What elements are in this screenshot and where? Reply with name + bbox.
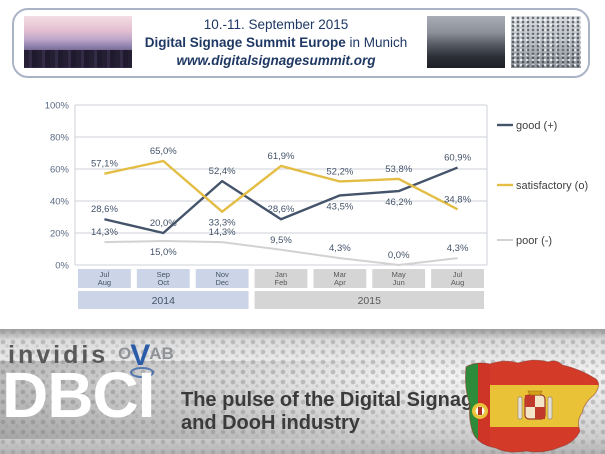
event-title: Digital Signage Summit Europe in Munich bbox=[144, 35, 408, 50]
svg-text:65,0%: 65,0% bbox=[150, 146, 177, 157]
svg-text:Sep: Sep bbox=[157, 270, 170, 279]
svg-text:satisfactory (o): satisfactory (o) bbox=[516, 180, 588, 192]
banner-shade bbox=[0, 361, 480, 439]
svg-text:14,3%: 14,3% bbox=[91, 227, 118, 238]
svg-text:28,6%: 28,6% bbox=[268, 204, 295, 215]
svg-text:Dec: Dec bbox=[215, 278, 229, 287]
svg-text:poor (-): poor (-) bbox=[516, 235, 552, 247]
svg-text:Nov: Nov bbox=[215, 270, 229, 279]
svg-text:Feb: Feb bbox=[275, 278, 288, 287]
svg-text:9,5%: 9,5% bbox=[270, 235, 292, 246]
tradeshow-crowd-photo bbox=[511, 16, 581, 68]
svg-text:28,6%: 28,6% bbox=[91, 204, 118, 215]
conference-panel-photo bbox=[427, 16, 505, 68]
svg-text:52,2%: 52,2% bbox=[326, 166, 353, 177]
legend-item: satisfactory (o) bbox=[497, 180, 588, 192]
data-labels: 28,6% 20,0% 52,4% 28,6% 43,5% 46,2% 60,9% bbox=[91, 153, 472, 229]
svg-text:15,0%: 15,0% bbox=[150, 247, 177, 258]
svg-text:43,5%: 43,5% bbox=[326, 201, 353, 212]
svg-text:34,8%: 34,8% bbox=[444, 194, 471, 205]
svg-text:Jul: Jul bbox=[453, 270, 463, 279]
svg-text:0%: 0% bbox=[55, 261, 69, 272]
series-satisfactory-o- bbox=[104, 159, 459, 213]
chart-svg: 0% 20% 40% 60% 80% 100% 28,6% 20,0% 52,4% 28,6% 43… bbox=[45, 101, 588, 309]
svg-text:Oct: Oct bbox=[157, 278, 170, 287]
banner-tagline: The pulse of the Digital Signage and Doo… bbox=[181, 389, 485, 434]
header-text: 10.-11. September 2015 Digital Signage S… bbox=[144, 16, 408, 70]
svg-text:Aug: Aug bbox=[451, 278, 464, 287]
event-url[interactable]: www.digitalsignagesummit.org bbox=[176, 53, 376, 68]
data-labels: 57,1% 65,0% 33,3% 61,9% 52,2% 53,8% 34,8% bbox=[91, 146, 472, 229]
legend-item: good (+) bbox=[497, 120, 557, 132]
svg-text:14,3%: 14,3% bbox=[209, 227, 236, 238]
invidis-logo: invidis bbox=[8, 341, 109, 369]
svg-text:Jul: Jul bbox=[100, 270, 110, 279]
svg-text:33,3%: 33,3% bbox=[209, 218, 236, 229]
svg-text:0,0%: 0,0% bbox=[388, 250, 410, 261]
svg-text:2014: 2014 bbox=[152, 295, 176, 307]
svg-text:40%: 40% bbox=[50, 197, 70, 208]
svg-text:61,9%: 61,9% bbox=[268, 151, 295, 162]
svg-text:20,0%: 20,0% bbox=[150, 218, 177, 229]
svg-text:Mar: Mar bbox=[333, 270, 346, 279]
legend-item: poor (-) bbox=[497, 235, 552, 247]
svg-text:Aug: Aug bbox=[98, 278, 111, 287]
ovab-logo: OVAB bbox=[118, 339, 174, 372]
svg-text:Apr: Apr bbox=[334, 278, 346, 287]
svg-text:4,3%: 4,3% bbox=[329, 243, 351, 254]
svg-text:80%: 80% bbox=[50, 133, 70, 144]
ovab-ellipse-icon bbox=[130, 367, 154, 378]
series-poor- bbox=[104, 240, 458, 266]
dbci-footer-banner: invidis OVAB DBCI The pulse of the Digit… bbox=[0, 329, 605, 454]
data-labels: 14,3% 15,0% 14,3% 9,5% 4,3% 0,0% 4,3% bbox=[91, 227, 469, 261]
svg-text:2015: 2015 bbox=[358, 295, 382, 307]
svg-text:52,4%: 52,4% bbox=[209, 166, 236, 177]
svg-text:60,9%: 60,9% bbox=[444, 153, 471, 164]
svg-text:May: May bbox=[392, 270, 406, 279]
svg-text:53,8%: 53,8% bbox=[385, 164, 412, 175]
svg-text:Jan: Jan bbox=[275, 270, 287, 279]
svg-text:60%: 60% bbox=[50, 165, 70, 176]
dbci-line-chart: 0% 20% 40% 60% 80% 100% 28,6% 20,0% 52,4% 28,6% 43… bbox=[0, 90, 605, 318]
munich-skyline-photo bbox=[24, 16, 132, 68]
iberia-flag-map bbox=[465, 359, 600, 453]
svg-text:4,3%: 4,3% bbox=[447, 243, 469, 254]
event-date: 10.-11. September 2015 bbox=[203, 17, 349, 32]
x-axis: JulAugSepOctNovDec2014JanFebMarAprMayJun… bbox=[78, 269, 484, 309]
svg-text:57,1%: 57,1% bbox=[91, 159, 118, 170]
header-banner: 10.-11. September 2015 Digital Signage S… bbox=[12, 8, 590, 78]
series-good- bbox=[104, 166, 459, 235]
y-axis: 0% 20% 40% 60% 80% 100% bbox=[45, 101, 488, 272]
dbci-wordmark: DBCI bbox=[2, 359, 155, 431]
svg-text:Jun: Jun bbox=[393, 278, 405, 287]
svg-text:good (+): good (+) bbox=[516, 120, 557, 132]
svg-text:46,2%: 46,2% bbox=[385, 197, 412, 208]
svg-text:100%: 100% bbox=[45, 101, 70, 112]
svg-text:20%: 20% bbox=[50, 229, 70, 240]
